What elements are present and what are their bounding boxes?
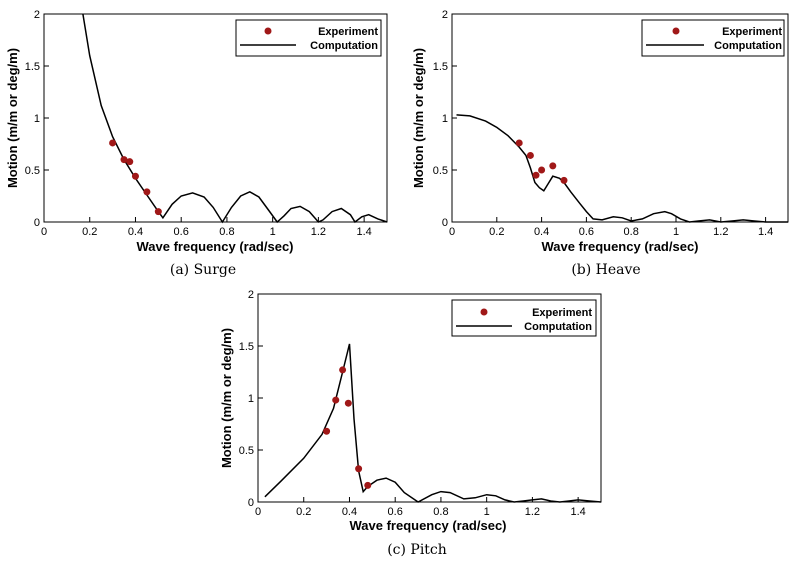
legend-box [451,299,597,337]
y-tick-label: 0 [248,497,254,509]
series-line-computation [456,114,788,223]
y-tick-label: 1.5 [433,61,448,73]
panel-pitch: 0 0.2 0.4 0.6 0.8 1 1.2 1.4 0 0.5 1 1.5 2 Experiment… [219,289,602,558]
curve-group [82,13,388,224]
data-point-experiment [344,399,352,407]
y-tick-label: 0.5 [239,445,254,457]
data-point-experiment [515,139,523,147]
data-point-experiment [532,171,540,179]
x-axis-label: Wave frequency (rad/sec) [541,239,698,254]
x-tick-label: 1.2 [311,226,326,238]
data-point-experiment [332,396,340,404]
x-tick-label: 0.8 [219,226,234,238]
legend-label-experiment: Experiment [318,26,378,38]
panel-caption: (b) Heave [571,262,640,278]
data-point-experiment [560,176,568,184]
x-tick-label: 1.4 [758,226,773,238]
legend-label-computation: Computation [714,40,782,52]
x-tick-label: 1 [270,226,276,238]
x-tick-label: 1.4 [356,226,371,238]
dot-group [323,366,372,489]
y-axis-label: Motion (m/m or deg/m) [219,328,234,468]
y-tick-label: 0.5 [433,165,448,177]
legend-marker-experiment [672,27,680,35]
x-tick-label: 0.6 [579,226,594,238]
panel-caption: (a) Surge [170,262,236,278]
x-tick-label: 0.6 [174,226,189,238]
y-tick-label: 0.5 [25,165,40,177]
panel-heave: 0 0.2 0.4 0.6 0.8 1 1.2 1.4 0 0.5 1 1.5 2 Experiment… [411,9,789,278]
x-tick-label: 0.4 [342,506,357,518]
x-tick-label: 0.4 [534,226,549,238]
legend-label-computation: Computation [524,321,592,333]
y-tick-label: 1.5 [239,341,254,353]
legend-label-experiment: Experiment [532,307,592,319]
y-tick-label: 1 [248,393,254,405]
legend-label-experiment: Experiment [722,26,782,38]
x-tick-label: 1.2 [713,226,728,238]
x-tick-label: 1.2 [525,506,540,518]
y-tick-label: 1 [34,113,40,125]
legend: Experiment Computation [641,19,785,57]
x-tick-label: 0.4 [128,226,143,238]
x-tick-label: 1.4 [570,506,585,518]
data-point-experiment [364,481,372,489]
panel-caption: (c) Pitch [387,542,447,558]
x-axis-label: Wave frequency (rad/sec) [349,518,506,533]
curve-group [456,114,788,223]
y-tick-label: 2 [442,9,448,21]
y-tick-label: 0 [442,217,448,229]
legend-label-computation: Computation [310,40,378,52]
y-axis-label: Motion (m/m or deg/m) [411,48,426,188]
y-axis-label: Motion (m/m or deg/m) [5,48,20,188]
y-tick-label: 2 [248,289,254,301]
tick-group: 0 0.2 0.4 0.6 0.8 1 1.2 1.4 0 0.5 1 1.5 2 [433,9,774,238]
panel-surge: 0 0.2 0.4 0.6 0.8 1 1.2 1.4 0 0.5 1 1.5 2 Experiment… [5,9,388,278]
legend-marker-experiment [264,27,272,35]
legend-box [641,19,785,57]
data-point-experiment [143,188,151,196]
legend-marker-experiment [480,308,488,316]
series-line-computation [82,13,388,224]
x-tick-label: 1 [484,506,490,518]
dot-group [515,139,568,184]
x-tick-label: 0.8 [433,506,448,518]
legend-box [235,19,382,57]
data-point-experiment [526,151,534,159]
x-tick-label: 0.2 [296,506,311,518]
data-point-experiment [126,158,134,166]
tick-group: 0 0.2 0.4 0.6 0.8 1 1.2 1.4 0 0.5 1 1.5 2 [239,289,586,518]
y-tick-label: 0 [34,217,40,229]
x-tick-label: 0.6 [388,506,403,518]
data-point-experiment [120,156,128,164]
data-point-experiment [355,465,363,473]
curve-group [264,343,602,503]
y-tick-label: 1 [442,113,448,125]
x-tick-label: 0 [255,506,261,518]
x-tick-label: 0.2 [489,226,504,238]
x-tick-label: 0 [449,226,455,238]
dot-group [109,139,162,216]
data-point-experiment [131,172,139,180]
legend: Experiment Computation [451,299,597,337]
data-point-experiment [538,166,546,174]
data-point-experiment [549,162,557,170]
x-tick-label: 0.2 [82,226,97,238]
x-tick-label: 0 [41,226,47,238]
tick-group: 0 0.2 0.4 0.6 0.8 1 1.2 1.4 0 0.5 1 1.5 2 [25,9,372,238]
legend: Experiment Computation [235,19,382,57]
series-line-computation [264,343,602,503]
data-point-experiment [109,139,117,147]
y-tick-label: 1.5 [25,61,40,73]
x-tick-label: 1 [673,226,679,238]
x-axis-label: Wave frequency (rad/sec) [136,239,293,254]
x-tick-label: 0.8 [624,226,639,238]
data-point-experiment [154,208,162,216]
y-tick-label: 2 [34,9,40,21]
data-point-experiment [339,366,347,374]
data-point-experiment [323,427,331,435]
